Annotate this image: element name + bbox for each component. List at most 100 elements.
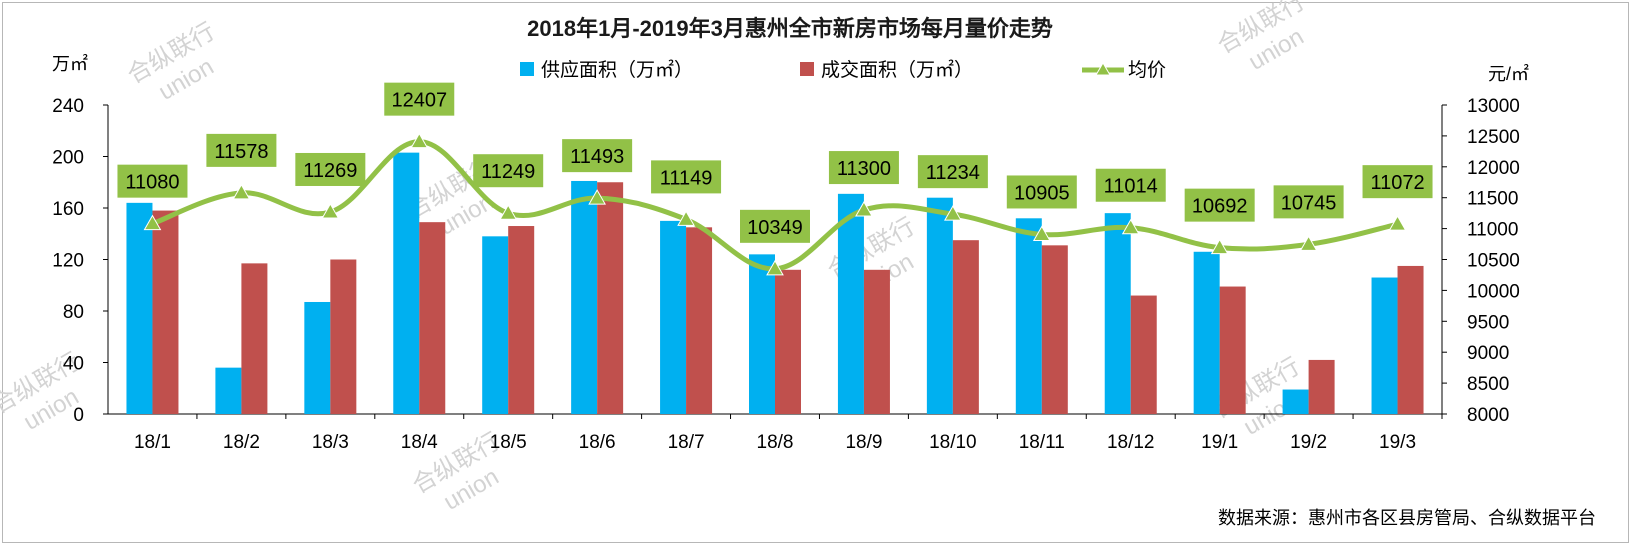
x-tick-label: 18/10 — [929, 432, 977, 453]
y-left-tick-label: 240 — [52, 96, 84, 117]
y-right-tick-label: 8000 — [1467, 405, 1509, 426]
price-label-box — [740, 209, 810, 243]
y-left-unit: 万㎡ — [52, 53, 88, 74]
supply-bar — [926, 197, 953, 414]
y-left-tick-label: 80 — [63, 302, 84, 323]
deal-bar — [1397, 265, 1424, 414]
supply-bar — [304, 301, 331, 414]
supply-bar — [482, 236, 509, 414]
legend-label-supply: 供应面积（万㎡） — [541, 58, 693, 81]
y-left-tick-label: 160 — [52, 199, 84, 220]
price-label-box — [206, 133, 277, 167]
legend-swatch-supply — [520, 62, 534, 76]
x-tick-label: 18/9 — [845, 432, 882, 453]
y-right-tick-label: 12000 — [1467, 158, 1520, 179]
deal-bar — [863, 269, 890, 414]
y-right-tick-label: 10500 — [1467, 251, 1520, 272]
deal-bar — [330, 259, 357, 414]
x-tick-label: 18/12 — [1107, 432, 1155, 453]
price-label-box — [384, 82, 455, 116]
legend-swatch-deal — [800, 62, 814, 76]
legend: 供应面积（万㎡） 成交面积（万㎡） 均价 — [520, 58, 1166, 81]
price-marker — [766, 259, 784, 276]
price-marker — [410, 132, 429, 149]
supply-bar — [571, 180, 598, 414]
price-line — [143, 132, 1407, 276]
supply-bar — [215, 367, 242, 414]
deal-bar — [775, 269, 801, 414]
y-right-tick-label: 9000 — [1467, 343, 1509, 364]
y-left-tick-label: 200 — [52, 148, 84, 169]
supply-bar — [1015, 218, 1042, 414]
legend-label-price: 均价 — [1128, 59, 1166, 81]
data-labels: 11080 11578 11269 12407 11249 11493 11149 10349… — [117, 82, 1433, 243]
bars — [126, 152, 1424, 414]
price-marker — [677, 210, 695, 226]
x-tick-label: 18/4 — [401, 432, 438, 453]
chart-title: 2018年1月-2019年3月惠州全市新房市场每月量价走势 — [527, 16, 1053, 41]
price-marker — [232, 183, 251, 200]
price-marker — [1121, 218, 1140, 235]
y-right-tick-label: 12500 — [1467, 127, 1520, 148]
deal-bar — [597, 182, 624, 414]
price-data-label: 10692 — [1192, 196, 1248, 218]
price-label-box — [473, 154, 544, 188]
supply-bar — [1104, 213, 1131, 414]
supply-bar — [1193, 251, 1220, 414]
legend-label-deal: 成交面积（万㎡） — [821, 58, 973, 81]
price-data-label: 11578 — [214, 141, 268, 163]
price-data-label: 11269 — [303, 160, 357, 182]
x-tick-label: 19/2 — [1290, 432, 1327, 453]
price-label-box — [117, 164, 188, 198]
y-left-tick-label: 120 — [52, 251, 84, 272]
price-marker — [321, 202, 340, 219]
supply-bar — [126, 202, 153, 414]
supply-bar — [749, 254, 775, 414]
y-left-tick-label: 40 — [63, 354, 84, 375]
price-data-label: 11493 — [570, 146, 624, 168]
deal-bar — [419, 222, 446, 414]
x-tick-label: 19/1 — [1201, 432, 1238, 453]
y-right-tick-label: 8500 — [1467, 374, 1509, 395]
price-label-box — [1362, 165, 1433, 199]
price-data-label: 12407 — [391, 90, 447, 112]
x-tick-label: 18/2 — [223, 432, 260, 453]
supply-bar — [393, 152, 420, 414]
y-left-tick-label: 0 — [73, 405, 84, 426]
supply-bar — [837, 193, 864, 414]
deal-bar — [241, 263, 268, 414]
source-note: 数据来源：惠州市各区县房管局、合纵数据平台 — [1218, 508, 1596, 528]
price-line-path — [149, 139, 1401, 272]
price-marker — [855, 201, 873, 217]
price-marker — [944, 205, 962, 221]
price-marker — [1032, 225, 1051, 241]
price-data-label: 11234 — [926, 162, 980, 184]
price-marker — [588, 189, 606, 205]
price-marker — [1388, 215, 1407, 231]
deal-bar — [1041, 245, 1068, 414]
price-label-box — [917, 155, 988, 189]
axes: 0 40 80 120 160 200 240 8000 8500 9000 9500 10000 10… — [52, 96, 1520, 453]
y-right-tick-label: 10000 — [1467, 281, 1520, 302]
deal-bar — [152, 210, 179, 414]
price-marker — [1210, 238, 1229, 255]
x-tick-label: 18/8 — [757, 432, 794, 453]
price-data-label: 10349 — [747, 217, 803, 239]
y-right-tick-label: 11500 — [1467, 189, 1518, 210]
x-tick-label: 18/7 — [668, 432, 705, 453]
deal-bar — [508, 226, 535, 414]
price-data-label: 11249 — [481, 161, 535, 183]
price-data-label: 10745 — [1281, 192, 1337, 214]
price-data-label: 11149 — [660, 167, 713, 189]
supply-bar — [1282, 389, 1309, 414]
price-label-box — [1006, 175, 1077, 209]
price-data-label: 11080 — [125, 172, 179, 194]
legend-marker-price — [1095, 62, 1111, 76]
price-marker — [143, 214, 162, 231]
x-tick-label: 18/11 — [1019, 432, 1065, 453]
